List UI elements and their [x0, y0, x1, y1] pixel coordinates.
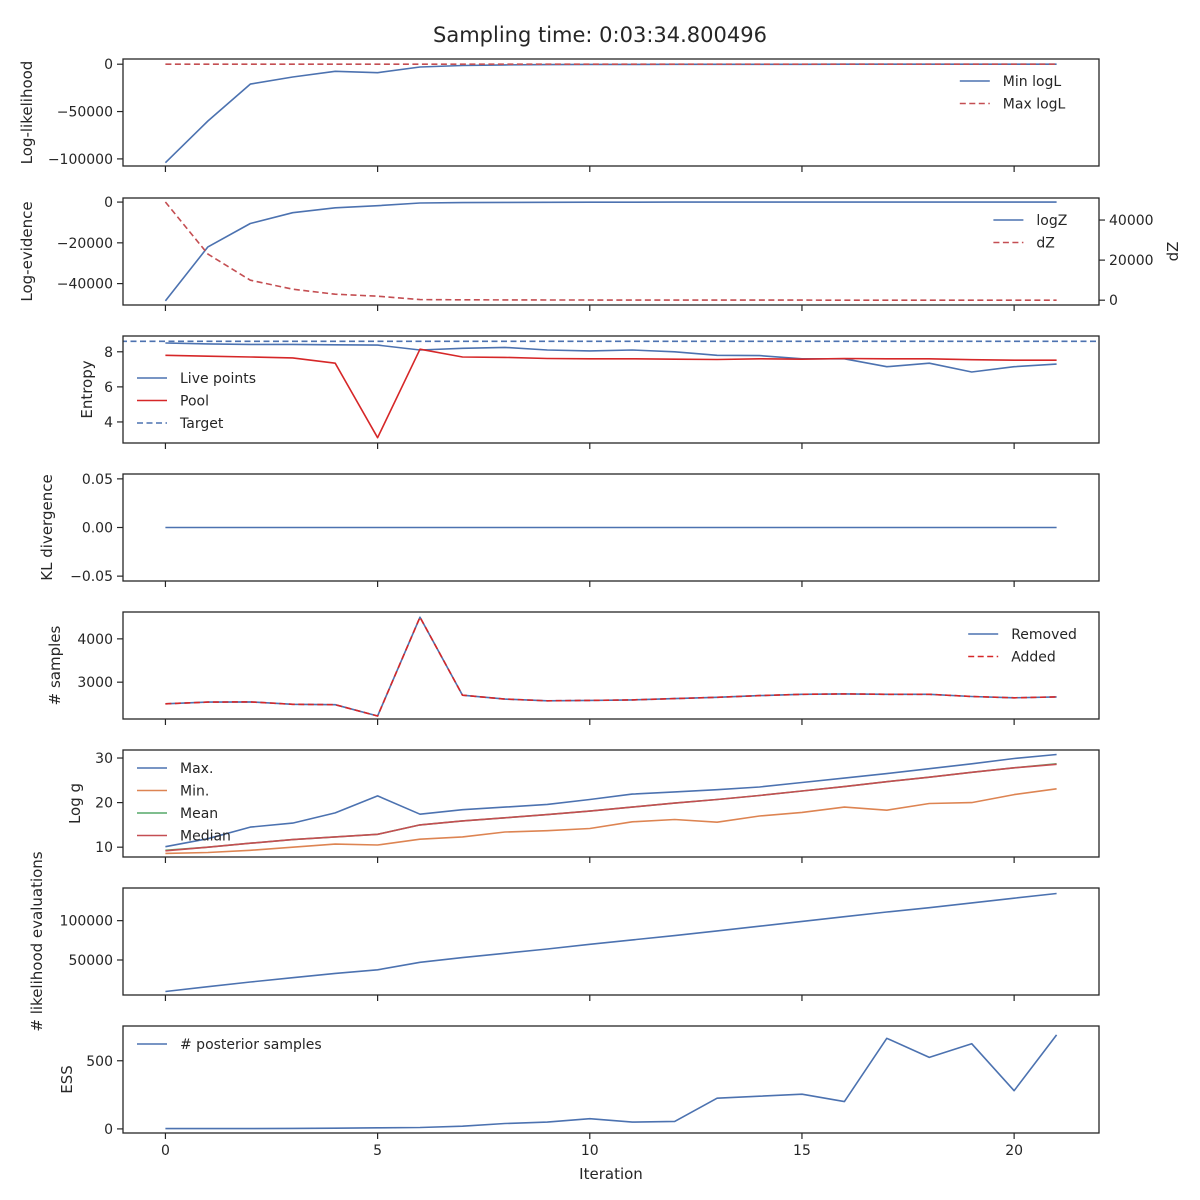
y-tick-label: −20000 — [57, 236, 113, 252]
y-axis-label: Entropy — [78, 360, 96, 418]
x-tick-label: 15 — [793, 1143, 811, 1159]
y-tick-label: 6 — [104, 380, 113, 396]
y-tick-label: −0.05 — [70, 569, 113, 585]
legend-label: Mean — [180, 806, 218, 822]
y-tick-label: 10 — [95, 840, 113, 856]
series-group — [165, 1034, 1058, 1130]
series-group — [164, 63, 1057, 164]
y-tick-label: 30 — [95, 751, 113, 767]
series-line-6-0 — [165, 892, 1057, 993]
axes-frame — [122, 887, 1100, 996]
axes-frame — [122, 58, 1100, 167]
subplot-7: 500 0 0 5 10 15 20 ESS Iteration # posterior samp… — [58, 1025, 1100, 1183]
y-axis-label: KL divergence — [38, 474, 56, 580]
series-group — [123, 340, 1099, 439]
legend: Live points Pool Target — [137, 371, 256, 432]
subplot-0: 0 −50000 −100000 Log-likelihood Min logL Max … — [18, 57, 1100, 172]
legend-label: Median — [180, 829, 231, 845]
legend-label: Min logL — [1003, 74, 1062, 90]
legend: Min logL Max logL — [959, 74, 1066, 113]
legend: # posterior samples — [137, 1037, 322, 1053]
y-tick-label: 0.00 — [82, 521, 113, 537]
y-axis-label: # likelihood evaluations — [28, 851, 46, 1031]
y-tick-label: 0 — [104, 57, 113, 73]
series-line-5-3 — [165, 763, 1057, 852]
y-axis-label: Log-evidence — [18, 201, 36, 301]
x-tick-label: 10 — [581, 1143, 599, 1159]
y-tick-label: 4000 — [77, 632, 113, 648]
legend-label: Live points — [180, 371, 256, 387]
legend-label: Max. — [180, 761, 213, 777]
legend: logZ dZ — [993, 213, 1067, 252]
series-line-4-1 — [165, 616, 1057, 717]
legend-label: Added — [1011, 650, 1056, 666]
figure-title: Sampling time: 0:03:34.800496 — [433, 23, 767, 47]
axes-frame — [122, 611, 1100, 720]
legend: Removed Added — [968, 627, 1077, 666]
legend-label: Removed — [1011, 627, 1077, 643]
series-line-2-0 — [165, 342, 1057, 373]
legend-label: dZ — [1036, 236, 1054, 252]
series-line-7-0 — [165, 1034, 1058, 1130]
y-tick-label: 100000 — [60, 914, 113, 930]
axes-frame — [122, 335, 1100, 444]
y-tick-label: 0 — [104, 1122, 113, 1138]
series-line-5-2 — [165, 763, 1057, 852]
y-axis-label: Log g — [66, 783, 84, 824]
axes-frame — [122, 473, 1100, 582]
series-group — [165, 616, 1057, 717]
axes-frame — [122, 197, 1100, 306]
y-tick-label: 0.05 — [82, 472, 113, 488]
series-line-4-0 — [165, 616, 1057, 717]
legend-label: logZ — [1036, 213, 1067, 229]
y-tick-label: −100000 — [48, 152, 113, 168]
subplot-2: 8 6 4 Entropy Live points Pool Target — [78, 335, 1100, 449]
series-line-5-0 — [165, 753, 1057, 848]
y-right-axis-label: dZ — [1164, 242, 1182, 262]
legend-label: # posterior samples — [180, 1037, 322, 1053]
y-axis-label: Log-likelihood — [18, 61, 36, 165]
y-tick-label: 4 — [104, 415, 113, 431]
series-group — [165, 753, 1057, 855]
y-tick-label: 8 — [104, 345, 113, 361]
y-tick-label: 0 — [104, 195, 113, 211]
subplot-3: 0.05 0.00 −0.05 KL divergence — [38, 472, 1100, 587]
legend-label: Max logL — [1003, 97, 1066, 113]
axes-frame — [122, 749, 1100, 858]
series-group — [165, 892, 1057, 993]
x-axis-label: Iteration — [579, 1165, 643, 1183]
y-tick-label: 50000 — [68, 953, 113, 969]
series-line-0-0 — [164, 63, 1057, 164]
y-tick-label: 20 — [95, 796, 113, 812]
y-right-tick-label: 20000 — [1109, 253, 1154, 269]
legend-label: Target — [179, 416, 224, 432]
y-axis-label: # samples — [46, 625, 64, 705]
series-line-5-1 — [165, 788, 1057, 855]
y-right-tick-label: 40000 — [1109, 213, 1154, 229]
legend-label: Pool — [180, 394, 209, 410]
x-tick-label: 20 — [1005, 1143, 1023, 1159]
subplot-5: 30 20 10 Log g Max. Min. Mean Median — [66, 749, 1100, 863]
series-line-1-1 — [164, 201, 1057, 302]
x-tick-label: 0 — [161, 1143, 170, 1159]
y-tick-label: 3000 — [77, 675, 113, 691]
legend: Max. Min. Mean Median — [137, 761, 231, 845]
y-tick-label: −50000 — [57, 105, 113, 121]
y-axis-label: ESS — [58, 1065, 76, 1094]
series-group — [164, 201, 1057, 302]
subplot-4: 4000 3000 # samples Removed Added — [46, 611, 1100, 725]
legend-label: Min. — [180, 784, 209, 800]
x-tick-label: 5 — [373, 1143, 382, 1159]
subplot-1: 0 −20000 −40000 0 20000 40000 dZ Log-evidence lo… — [18, 195, 1182, 311]
y-tick-label: −40000 — [57, 277, 113, 293]
y-tick-label: 500 — [86, 1054, 113, 1070]
subplot-6: 100000 50000 # likelihood evaluations — [28, 851, 1100, 1032]
subplots: 0 −50000 −100000 Log-likelihood Min logL Max … — [18, 57, 1182, 1183]
series-line-1-0 — [164, 201, 1057, 302]
y-right-tick-label: 0 — [1109, 293, 1118, 309]
series-line-2-1 — [165, 348, 1057, 439]
axes-frame — [122, 1025, 1100, 1134]
